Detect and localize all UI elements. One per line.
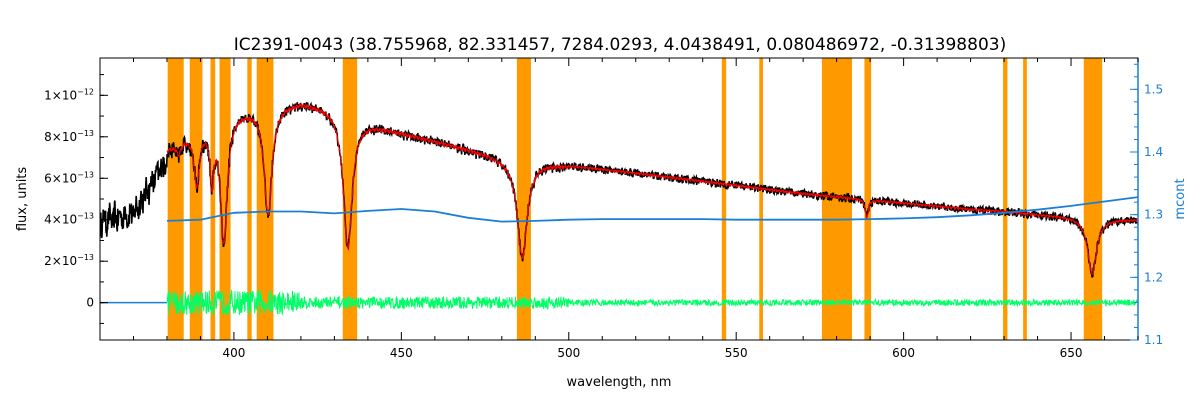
- y-tick-label: 0: [86, 296, 94, 310]
- right-tick-label: 1.4: [1144, 145, 1163, 159]
- chart-title: IC2391-0043 (38.755968, 82.331457, 7284.…: [234, 35, 1006, 55]
- masked-regions: [167, 58, 1103, 340]
- masked-region: [210, 58, 216, 340]
- right-tick-label: 1.5: [1144, 82, 1163, 96]
- plot-frame: [99, 57, 1139, 341]
- masked-region: [759, 58, 763, 340]
- y-tick-label: 4×10−13: [44, 212, 94, 227]
- x-tick-label: 400: [222, 346, 245, 360]
- masked-region: [342, 58, 358, 340]
- right-tick-label: 1.2: [1144, 270, 1163, 284]
- masked-region: [1003, 58, 1008, 340]
- masked-region: [247, 58, 252, 340]
- masked-region: [516, 58, 531, 340]
- observed-spectrum-line: [100, 101, 1138, 278]
- masked-region: [864, 58, 872, 340]
- y-tick-label: 1×10−12: [44, 87, 94, 102]
- masked-region: [167, 58, 184, 340]
- model-spectrum-line: [166, 102, 1138, 275]
- x-tick-label: 600: [892, 346, 915, 360]
- masked-region: [189, 58, 203, 340]
- y-axis-ticks: 0 2×10−13 4×10−13 6×10−13 8×10−13 1×10−12: [44, 74, 108, 324]
- x-tick-label: 550: [725, 346, 748, 360]
- residual-line: [166, 289, 1138, 316]
- right-axis-ticks: 1.1 1.2 1.3 1.4 1.5: [1130, 63, 1163, 347]
- y-tick-label: 6×10−13: [44, 170, 94, 185]
- right-tick-label: 1.3: [1144, 208, 1163, 222]
- masked-region: [721, 58, 727, 340]
- masked-region: [1083, 58, 1103, 340]
- y-tick-label: 2×10−13: [44, 253, 94, 268]
- mcont-line: [166, 196, 1138, 223]
- right-axis-label: mcont: [1173, 178, 1188, 219]
- spectrum-series: [100, 101, 1138, 316]
- x-axis-label: wavelength, nm: [567, 375, 672, 390]
- x-axis-ticks: 400 450 500 550 600 650: [132, 58, 1139, 360]
- y-tick-label: 8×10−13: [44, 129, 94, 144]
- masked-region: [1023, 58, 1027, 340]
- right-tick-label: 1.1: [1144, 333, 1163, 347]
- x-tick-label: 650: [1060, 346, 1083, 360]
- y-axis-label: flux, units: [15, 167, 30, 232]
- masked-region: [219, 58, 231, 340]
- x-tick-label: 450: [390, 346, 413, 360]
- x-tick-label: 500: [557, 346, 580, 360]
